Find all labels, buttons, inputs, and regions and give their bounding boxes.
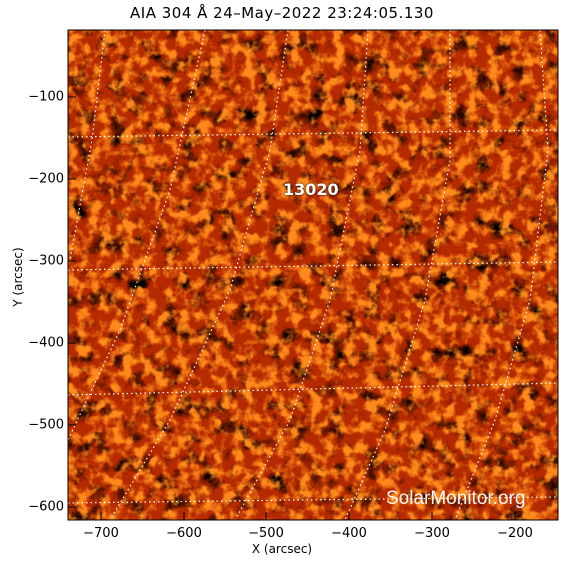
x-axis-label: X (arcsec) <box>251 542 313 556</box>
chromosphere-bright-texture <box>68 30 558 520</box>
x-tick-label: −200 <box>497 526 533 541</box>
x-tick-label: −600 <box>166 526 202 541</box>
y-tick-label: −100 <box>28 89 64 105</box>
y-tick-label: −400 <box>28 335 64 351</box>
y-tick-label: −600 <box>28 499 64 515</box>
watermark: SolarMonitor.org <box>386 488 526 509</box>
heliographic-grid <box>68 30 558 520</box>
x-tick-label: −700 <box>83 526 119 541</box>
y-axis-label: Y (arcsec) <box>11 247 25 307</box>
y-tick-label: −300 <box>28 253 64 269</box>
axis-ticks <box>68 96 516 520</box>
y-tick-label: −500 <box>28 417 64 433</box>
x-tick-label: −500 <box>248 526 284 541</box>
active-region-label: 13020 <box>283 180 339 199</box>
image-title: AIA 304 Å 24–May–2022 23:24:05.130 <box>130 4 434 22</box>
y-tick-label: −200 <box>28 171 64 187</box>
x-tick-label: −300 <box>414 526 450 541</box>
plot-frame <box>67 29 559 521</box>
x-tick-label: −400 <box>331 526 367 541</box>
